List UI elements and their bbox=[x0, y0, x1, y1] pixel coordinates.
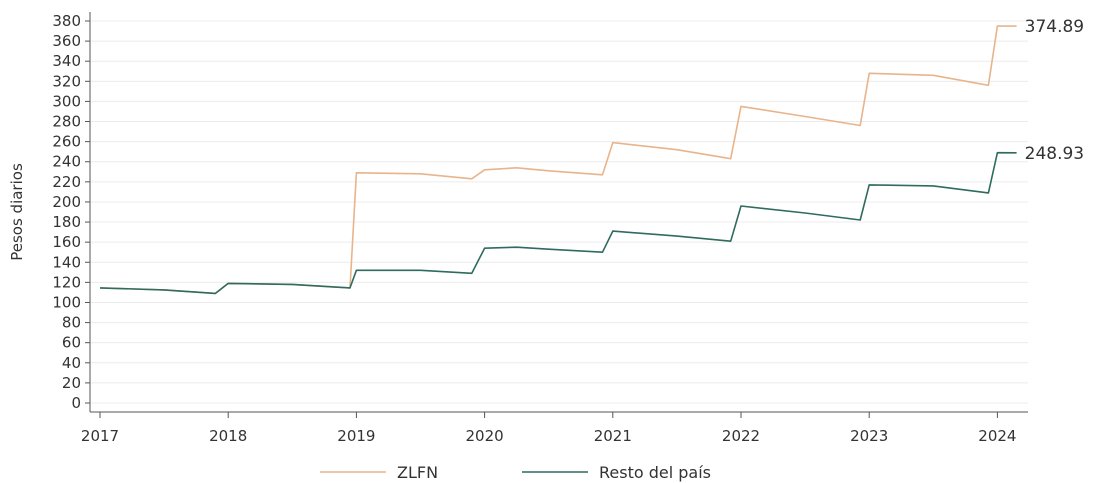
y-tick-label: 140 bbox=[52, 253, 81, 271]
gridlines bbox=[91, 20, 1028, 404]
y-tick-label: 360 bbox=[52, 32, 81, 50]
x-tick-label: 2021 bbox=[594, 427, 632, 445]
y-tick-label: 220 bbox=[52, 173, 81, 191]
y-tick-label: 0 bbox=[71, 394, 81, 412]
series-line-0 bbox=[99, 25, 1017, 295]
y-tick-label: 280 bbox=[52, 113, 81, 131]
series-line-1 bbox=[99, 151, 1017, 295]
y-axis-title: Pesos diarios bbox=[8, 163, 26, 261]
y-tick-label: 160 bbox=[52, 233, 81, 251]
x-tick-label: 2018 bbox=[209, 427, 247, 445]
y-tick-label: 240 bbox=[52, 153, 81, 171]
x-axis: 2017 2018 2019 2020 2021 2022 2023 2024 bbox=[81, 411, 1028, 445]
y-tick-label: 80 bbox=[62, 314, 81, 332]
legend-label: Resto del país bbox=[599, 463, 711, 482]
y-tick-label: 120 bbox=[52, 273, 81, 291]
x-tick-label: 2024 bbox=[978, 427, 1016, 445]
y-tick-label: 100 bbox=[52, 293, 81, 311]
y-tick-label: 300 bbox=[52, 92, 81, 110]
y-tick-label: 180 bbox=[52, 213, 81, 231]
y-tick-label: 60 bbox=[62, 334, 81, 352]
end-labels: 374.89 248.93 bbox=[1025, 17, 1084, 164]
y-tick-label: 260 bbox=[52, 133, 81, 151]
x-tick-label: 2020 bbox=[466, 427, 504, 445]
y-tick-label: 40 bbox=[62, 354, 81, 372]
y-tick-label: 380 bbox=[52, 12, 81, 30]
series-lines bbox=[99, 25, 1017, 295]
legend: ZLFN Resto del país bbox=[320, 463, 711, 482]
y-tick-label: 200 bbox=[52, 193, 81, 211]
y-tick-label: 340 bbox=[52, 52, 81, 70]
legend-label: ZLFN bbox=[397, 463, 438, 482]
x-tick-label: 2019 bbox=[337, 427, 375, 445]
y-tick-label: 320 bbox=[52, 72, 81, 90]
y-axis: 0 20 40 60 80 100 120 140 160 180 200 220 240 260 280 3… bbox=[52, 12, 91, 412]
end-value-label: 374.89 bbox=[1025, 17, 1084, 37]
x-tick-label: 2017 bbox=[81, 427, 119, 445]
x-tick-label: 2023 bbox=[850, 427, 888, 445]
end-value-label: 248.93 bbox=[1025, 144, 1084, 164]
y-tick-label: 20 bbox=[62, 374, 81, 392]
x-tick-label: 2022 bbox=[722, 427, 760, 445]
